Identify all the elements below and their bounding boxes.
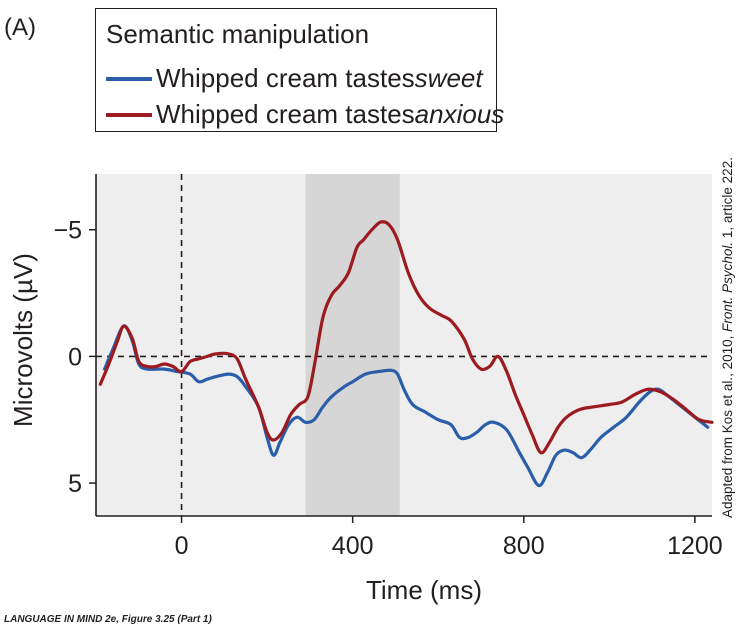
x-tick-label-0: 0 [175,532,189,560]
panel-label: (A) [4,14,36,41]
x-tick-label-800: 800 [503,532,545,560]
legend-entry-anxious: Whipped cream tastes anxious [106,99,504,130]
credit-journal: Front. Psychol. [720,241,735,332]
plot-background [96,174,712,516]
legend-swatch-sweet [106,76,152,81]
legend: Semantic manipulation Whipped cream tast… [95,8,504,132]
y-tick-label--5: −5 [53,217,82,245]
legend-title: Semantic manipulation [106,19,370,49]
credit-part1: Adapted from Kos et al., 2010, [720,331,735,518]
highlight-window [305,174,400,516]
series-line-anxious [98,220,714,455]
x-axis-label: Time (ms) [366,575,482,605]
y-tick-label-5: 5 [68,470,82,498]
legend-entry-anxious-prefix: Whipped cream tastes [156,99,415,129]
legend-entry-sweet-emphasis: sweet [414,63,483,93]
series-line-sweet [103,324,710,488]
y-axis-label: Microvolts (µV) [8,253,38,427]
legend-entry-anxious-emphasis: anxious [414,99,505,129]
figure-footer: LANGUAGE IN MIND 2e, Figure 3.25 (Part 1… [4,614,212,625]
source-credit: Adapted from Kos et al., 2010, Front. Ps… [720,157,735,518]
credit-part2: 1, article 222. [720,157,735,242]
x-tick-label-1200: 1200 [667,532,723,560]
y-tick-label-0: 0 [68,343,82,371]
x-tick-label-400: 400 [332,532,374,560]
legend-entry-sweet: Whipped cream tastes sweet [106,63,483,94]
legend-swatch-anxious [106,112,152,117]
legend-entry-sweet-prefix: Whipped cream tastes [156,63,415,93]
